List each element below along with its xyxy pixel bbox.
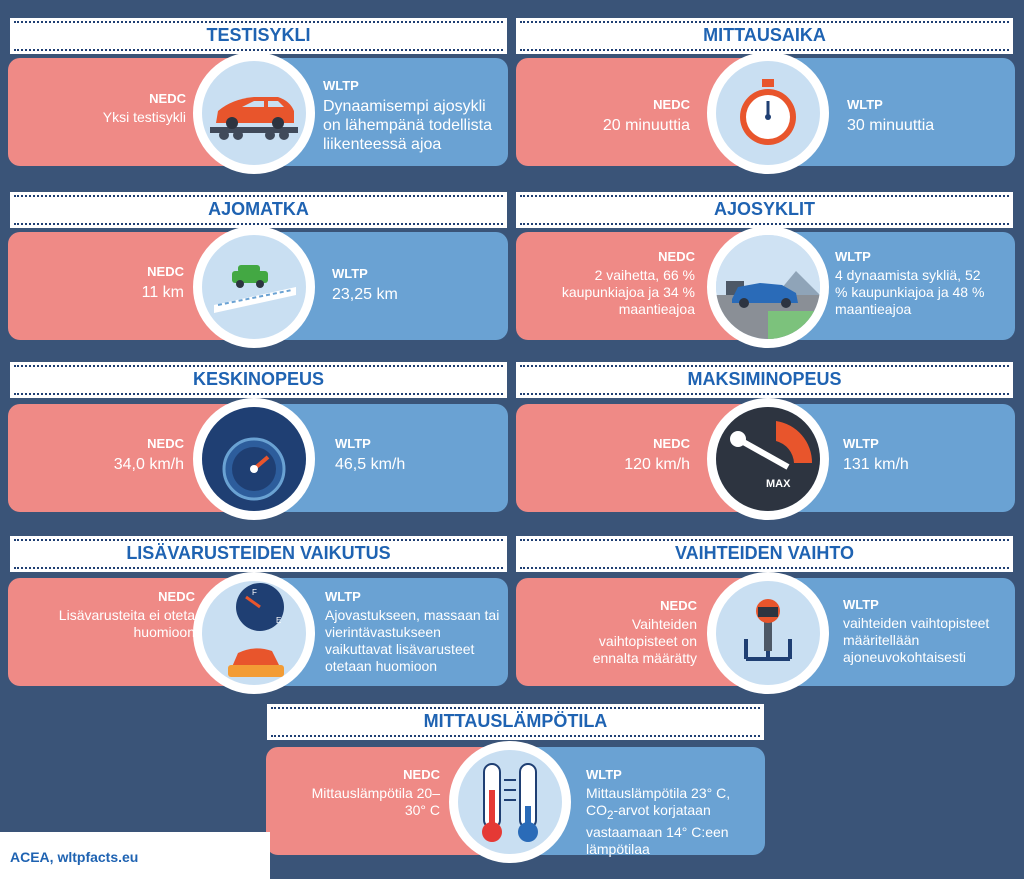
fuel-gauge-car-icon: F E <box>193 572 315 694</box>
nedc-vaihteet: NEDC Vaihteiden vaihtopisteet on ennalta … <box>592 598 697 666</box>
panel-title-maksiminopeus: MAKSIMINOPEUS <box>516 362 1013 398</box>
footer-background <box>0 832 270 879</box>
wltp-ajosyklit: WLTP 4 dynaamista sykliä, 52 % kaupunkiaj… <box>835 249 985 317</box>
nedc-ajosyklit: NEDC 2 vaihetta, 66 % kaupunkiajoa ja 34 … <box>561 249 695 317</box>
panel-title-testisykli: TESTISYKLI <box>10 18 507 54</box>
wltp-ajomatka: WLTP 23,25 km <box>332 266 398 303</box>
thermometers-icon <box>449 741 571 863</box>
source-credit: ACEA, wltpfacts.eu <box>10 849 139 865</box>
panel-title-keskinopeus: KESKINOPEUS <box>10 362 507 398</box>
fuel-empty-label: E <box>276 616 281 625</box>
car-landscape-icon <box>707 226 829 348</box>
panel-title-lampotila: MITTAUSLÄMPÖTILA <box>267 704 764 740</box>
wltp-maksiminopeus: WLTP 131 km/h <box>843 436 909 473</box>
nedc-mittausaika: NEDC 20 minuuttia <box>602 97 690 134</box>
wltp-lisavarusteet: WLTP Ajovastukseen, massaan tai vierintäv… <box>325 589 500 674</box>
wltp-lampotila: WLTP Mittauslämpötila 23° C, CO2-arvot kor… <box>586 767 731 857</box>
wltp-mittausaika: WLTP 30 minuuttia <box>847 97 935 134</box>
nedc-maksiminopeus: NEDC 120 km/h <box>624 436 690 473</box>
wltp-keskinopeus: WLTP 46,5 km/h <box>335 436 406 473</box>
max-speed-gauge-icon: MAX <box>707 398 829 520</box>
road-distance-icon <box>193 226 315 348</box>
panel-title-ajomatka: AJOMATKA <box>10 192 507 228</box>
panel-title-vaihteet: VAIHTEIDEN VAIHTO <box>516 536 1013 572</box>
gear-shift-icon <box>707 572 829 694</box>
car-on-rollers-icon <box>193 52 315 174</box>
wltp-vaihteet: WLTP vaihteiden vaihtopisteet määritellää… <box>843 597 990 665</box>
panel-title-lisavarusteet: LISÄVARUSTEIDEN VAIKUTUS <box>10 536 507 572</box>
speedometer-icon <box>193 398 315 520</box>
max-label: MAX <box>766 478 791 490</box>
panel-title-ajosyklit: AJOSYKLIT <box>516 192 1013 228</box>
nedc-testisykli: NEDC Yksi testisykli <box>102 91 186 125</box>
nedc-lisavarusteet: NEDC Lisävarusteita ei oteta huomioon <box>58 589 195 640</box>
stopwatch-icon <box>707 52 829 174</box>
fuel-full-label: F <box>252 588 257 597</box>
nedc-keskinopeus: NEDC 34,0 km/h <box>113 436 184 473</box>
wltp-testisykli: WLTP Dynaamisempi ajosykli on lähempänä t… <box>323 78 493 153</box>
nedc-ajomatka: NEDC 11 km <box>141 264 184 301</box>
nedc-lampotila: NEDC Mittauslämpötila 20–30° C <box>311 767 440 818</box>
panel-title-mittausaika: MITTAUSAIKA <box>516 18 1013 54</box>
